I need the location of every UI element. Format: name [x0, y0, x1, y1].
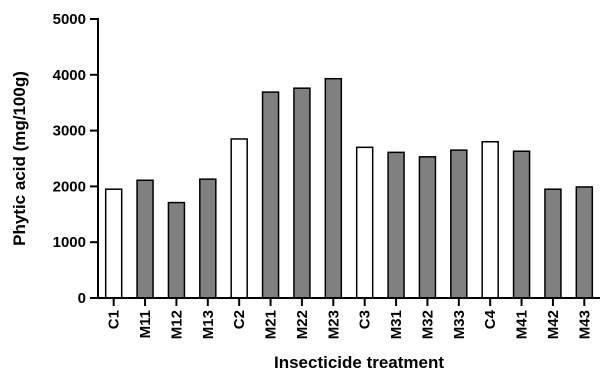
bar-m12 — [167, 201, 186, 299]
bar-m43 — [575, 186, 594, 299]
x-tick-label: M13 — [200, 310, 217, 339]
bar-c4 — [481, 141, 499, 299]
y-tick-label: 5000 — [53, 11, 86, 28]
bar-m33 — [450, 149, 468, 299]
bar-m22 — [293, 87, 311, 299]
x-tick-label: M12 — [168, 310, 185, 339]
bar-m41 — [512, 150, 531, 299]
bar-m31 — [387, 151, 405, 299]
x-tick-label: M21 — [263, 310, 280, 339]
y-tick-label: 3000 — [53, 123, 86, 140]
y-tick-label: 4000 — [53, 67, 86, 84]
x-tick-label: M43 — [576, 310, 593, 339]
x-tick-label: C1 — [106, 310, 123, 329]
bar-c2 — [230, 138, 248, 299]
x-tick-label: M32 — [419, 310, 436, 339]
bar-c1 — [104, 188, 123, 299]
bars-group — [104, 77, 594, 299]
x-tick-label: M33 — [451, 310, 468, 339]
x-axis-ticks: C1 M11 M12 M13 C2 M21 M22 M23 C3 M31 M32 M33 C4 M41 M4… — [106, 298, 593, 339]
bar-m23 — [324, 77, 343, 299]
y-axis-ticks: 0 1000 2000 3000 4000 5000 — [53, 11, 98, 307]
x-tick-label: C4 — [482, 309, 499, 329]
x-tick-label: M42 — [545, 310, 562, 339]
bar-m11 — [136, 179, 154, 299]
x-tick-label: M11 — [137, 310, 154, 338]
y-tick-label: 1000 — [53, 234, 86, 251]
y-tick-label: 2000 — [53, 178, 86, 195]
x-axis-label: Insecticide treatment — [274, 353, 444, 372]
x-tick-label: C3 — [357, 310, 374, 329]
y-tick-label: 0 — [78, 290, 86, 307]
y-axis-label: Phytic acid (mg/100g) — [10, 71, 29, 246]
bar-c3 — [355, 146, 374, 299]
bar-m21 — [261, 91, 280, 299]
x-tick-label: C2 — [231, 310, 248, 329]
bar-m13 — [199, 178, 217, 299]
bar-m32 — [418, 156, 437, 299]
x-tick-label: M22 — [294, 310, 311, 339]
x-tick-label: M41 — [514, 310, 531, 339]
x-tick-label: M31 — [388, 310, 405, 339]
bar-m42 — [544, 188, 562, 299]
x-tick-label: M23 — [325, 310, 342, 339]
